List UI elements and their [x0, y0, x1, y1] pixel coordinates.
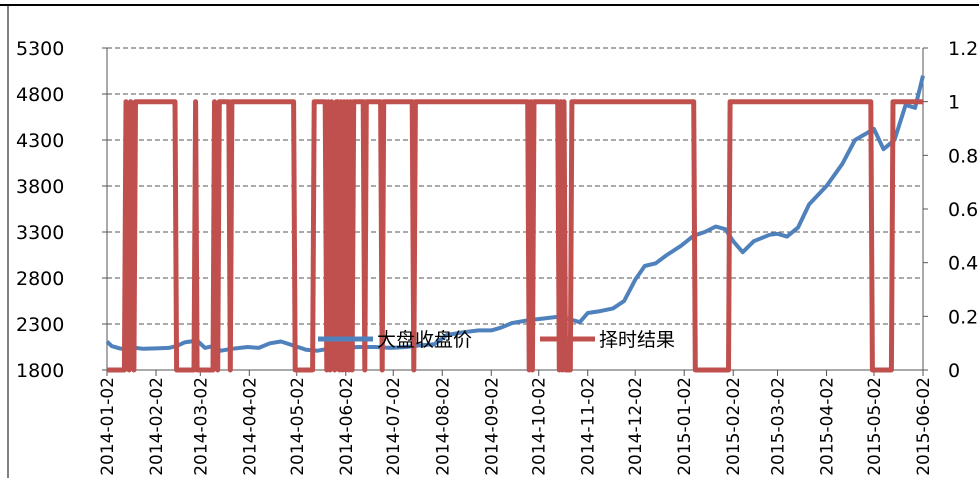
x-tick-label: 2015-03-02 — [769, 377, 789, 476]
y2-tick-label: 0 — [948, 360, 960, 382]
y-tick-label: 1800 — [16, 360, 64, 382]
x-tick-label: 2014-11-02 — [579, 377, 599, 476]
x-tick-label: 2014-10-02 — [530, 377, 550, 476]
legend-item-signal: 择时结果 — [540, 329, 675, 351]
y-tick-label: 4800 — [16, 84, 64, 106]
series-line-signal — [107, 99, 923, 373]
y-tick-label: 5300 — [16, 38, 64, 60]
x-tick-label: 2014-12-02 — [626, 377, 646, 476]
series-line-index — [105, 75, 925, 353]
x-tick-label: 2014-03-02 — [191, 377, 211, 476]
x-tick-label: 2015-01-02 — [675, 377, 695, 476]
y-tick-label: 2800 — [16, 268, 64, 290]
y2-tick-label: 1.2 — [948, 38, 978, 60]
y-tick-label: 3800 — [16, 176, 64, 198]
x-tick-label: 2014-04-02 — [240, 377, 260, 476]
series-signal — [107, 99, 923, 373]
x-tick-label: 2014-08-02 — [433, 377, 453, 476]
y2-tick-label: 0.6 — [948, 199, 978, 221]
x-tick-label: 2015-06-02 — [914, 377, 934, 476]
x-axis-labels: 2014-01-02 2014-02-02 2014-03-02 2014-04-02… — [98, 377, 934, 476]
legend-label-index: 大盘收盘价 — [377, 329, 472, 351]
x-tick-label: 2015-05-02 — [865, 377, 885, 476]
series-index — [105, 75, 925, 353]
x-tick-label: 2015-02-02 — [724, 377, 744, 476]
legend: 大盘收盘价 择时结果 — [318, 329, 675, 351]
x-tick-label: 2015-04-02 — [818, 377, 838, 476]
y2-tick-label: 1 — [948, 92, 960, 114]
x-tick-label: 2014-09-02 — [482, 377, 502, 476]
x-tick-label: 2014-07-02 — [384, 377, 404, 476]
x-tick-label: 2014-01-02 — [98, 377, 118, 476]
legend-label-signal: 择时结果 — [599, 329, 675, 351]
y2-tick-label: 0.4 — [948, 253, 978, 275]
left-axis-labels: 1800 2300 2800 3300 3800 4300 4800 5300 — [16, 38, 64, 382]
y2-tick-label: 0.2 — [948, 306, 978, 328]
x-tick-label: 2014-05-02 — [288, 377, 308, 476]
right-axis-labels: 0 0.2 0.4 0.6 0.8 1 1.2 — [948, 38, 978, 382]
y2-tick-label: 0.8 — [948, 145, 978, 167]
y-tick-label: 2300 — [16, 314, 64, 336]
y-tick-label: 4300 — [16, 130, 64, 152]
x-tick-label: 2014-02-02 — [147, 377, 167, 476]
legend-item-index: 大盘收盘价 — [318, 329, 472, 351]
x-tick-label: 2014-06-02 — [337, 377, 357, 476]
y-tick-label: 3300 — [16, 222, 64, 244]
